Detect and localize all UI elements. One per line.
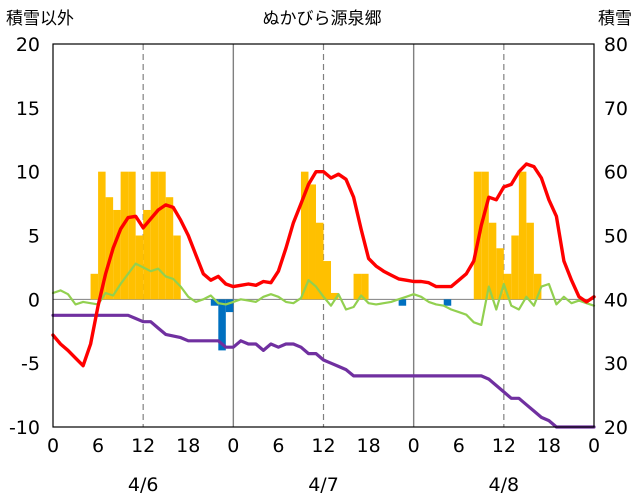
x-axis-day-labels: 4/6 4/7 4/8 <box>128 474 519 496</box>
bar <box>526 222 534 300</box>
bar <box>135 235 144 300</box>
bar <box>361 273 369 300</box>
bar <box>105 197 114 300</box>
left-tick-label: 15 <box>16 98 40 120</box>
bar <box>225 299 234 313</box>
left-axis-title: 積雪以外 <box>6 9 74 29</box>
right-tick-label: 30 <box>604 353 628 375</box>
right-tick-label: 50 <box>604 226 628 248</box>
left-axis-ticks: 20 15 10 5 0 -5 -10 <box>9 34 40 439</box>
left-tick-label: -10 <box>9 417 40 439</box>
x-tick-label: 0 <box>408 435 420 457</box>
right-tick-label: 60 <box>604 162 628 184</box>
x-tick-label: 12 <box>311 435 335 457</box>
x-axis-ticks: 0 6 12 18 0 6 12 18 0 6 12 18 0 <box>47 435 600 457</box>
bar <box>315 222 324 300</box>
snow-depth-line <box>51 313 596 429</box>
left-tick-label: 10 <box>16 162 40 184</box>
bar <box>481 171 489 300</box>
bar <box>488 222 497 300</box>
right-axis-title: 積雪 <box>598 9 632 29</box>
left-tick-label: -5 <box>21 353 40 375</box>
plot-frame <box>52 43 595 428</box>
bar <box>496 248 504 300</box>
bar <box>511 235 519 300</box>
bar <box>300 171 309 300</box>
bar <box>150 171 159 300</box>
bar <box>98 171 106 300</box>
bar <box>308 184 316 300</box>
chart-title: ぬかびら源泉郷 <box>263 9 382 29</box>
x-tick-label: 18 <box>537 435 561 457</box>
x-tick-label: 12 <box>492 435 516 457</box>
bar <box>323 261 332 300</box>
bar <box>165 197 174 300</box>
bar <box>113 209 121 300</box>
bar <box>518 171 527 300</box>
light-line-line <box>51 262 596 326</box>
day-label: 4/7 <box>308 474 339 496</box>
day-label: 4/6 <box>128 474 159 496</box>
bar <box>503 273 512 300</box>
bar <box>353 273 362 300</box>
bar <box>143 209 151 300</box>
bar <box>128 171 136 300</box>
line-series <box>51 162 596 429</box>
x-tick-label: 0 <box>588 435 600 457</box>
bar <box>443 299 452 306</box>
bar <box>218 299 226 351</box>
left-tick-label: 0 <box>28 289 40 311</box>
x-tick-label: 6 <box>272 435 284 457</box>
right-tick-label: 70 <box>604 98 628 120</box>
right-tick-label: 40 <box>604 289 628 311</box>
x-tick-label: 18 <box>176 435 200 457</box>
temperature-line <box>51 162 596 368</box>
bar <box>331 292 339 300</box>
left-tick-label: 20 <box>16 34 40 56</box>
x-tick-label: 12 <box>131 435 155 457</box>
right-tick-label: 20 <box>604 417 628 439</box>
x-tick-label: 0 <box>47 435 59 457</box>
bar <box>158 171 166 300</box>
bar <box>90 273 99 300</box>
left-tick-label: 5 <box>28 226 40 248</box>
x-tick-label: 6 <box>92 435 104 457</box>
bar <box>210 299 219 306</box>
x-tick-label: 6 <box>453 435 465 457</box>
x-tick-label: 18 <box>356 435 380 457</box>
right-axis-ticks: 80 70 60 50 40 30 20 <box>604 34 628 439</box>
bar <box>120 171 129 300</box>
day-label: 4/8 <box>489 474 520 496</box>
x-tick-label: 0 <box>227 435 239 457</box>
right-tick-label: 80 <box>604 34 628 56</box>
bar <box>398 299 407 306</box>
bar <box>533 273 542 300</box>
bar <box>173 235 181 300</box>
